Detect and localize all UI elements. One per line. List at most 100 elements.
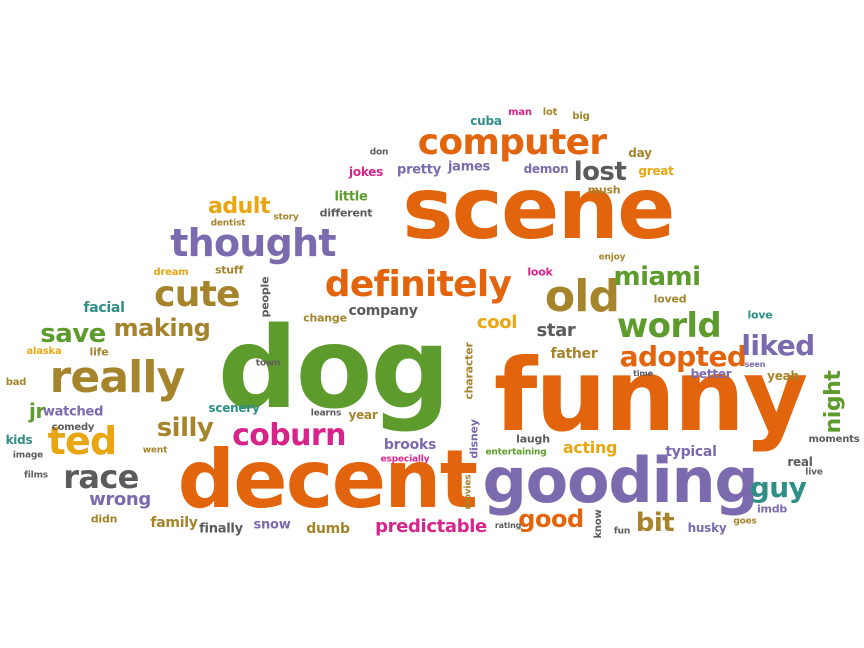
word-laugh: laugh xyxy=(516,432,550,446)
word-movies: movies xyxy=(463,474,474,510)
word-especially: especially xyxy=(380,454,430,465)
word-yeah: yeah xyxy=(767,369,799,383)
word-miami: miami xyxy=(613,262,701,292)
word-lot: lot xyxy=(542,107,558,118)
word-entertaining: entertaining xyxy=(485,447,547,458)
word-comedy: comedy xyxy=(51,422,95,433)
word-mush: mush xyxy=(587,183,621,197)
word-went: went xyxy=(142,445,168,456)
word-life: life xyxy=(89,345,109,359)
word-company: company xyxy=(348,303,418,319)
word-dentist: dentist xyxy=(210,218,246,229)
word-facial: facial xyxy=(83,300,125,316)
word-coburn: coburn xyxy=(232,418,346,453)
word-character: character xyxy=(462,342,476,400)
word-silly: silly xyxy=(156,413,214,443)
word-acting: acting xyxy=(562,438,618,457)
word-enjoy: enjoy xyxy=(598,252,626,263)
word-bit: bit xyxy=(635,508,675,538)
word-james: james xyxy=(447,159,491,175)
word-cool: cool xyxy=(476,312,518,333)
word-rating: rating xyxy=(494,521,522,530)
word-demon: demon xyxy=(523,162,569,176)
word-definitely: definitely xyxy=(324,264,512,305)
word-fun: fun xyxy=(613,526,631,537)
word-finally: finally xyxy=(199,521,243,537)
word-bad: bad xyxy=(5,377,27,388)
word-jr: jr xyxy=(29,399,45,423)
word-great: great xyxy=(638,164,674,178)
word-seen: seen xyxy=(744,360,766,369)
word-liked: liked xyxy=(741,329,815,362)
word-computer: computer xyxy=(417,122,607,163)
word-scenery: scenery xyxy=(208,401,260,415)
word-live: live xyxy=(805,467,823,478)
word-good: good xyxy=(518,505,584,533)
word-real: real xyxy=(787,455,813,469)
word-town: town xyxy=(255,358,281,369)
word-cute: cute xyxy=(154,274,240,315)
word-alaska: alaska xyxy=(26,346,62,357)
word-gooding: gooding xyxy=(482,444,758,517)
word-brooks: brooks xyxy=(383,437,437,453)
word-change: change xyxy=(303,311,347,325)
word-man: man xyxy=(508,107,532,118)
word-lost: lost xyxy=(573,157,627,187)
word-snow: snow xyxy=(253,517,291,533)
word-films: films xyxy=(24,470,48,481)
word-didn: didn xyxy=(90,512,118,526)
word-predictable: predictable xyxy=(375,516,487,537)
word-guy: guy xyxy=(749,471,807,504)
word-thought: thought xyxy=(170,221,336,265)
word-learns: learns xyxy=(310,408,342,419)
word-family: family xyxy=(150,515,198,531)
word-people: people xyxy=(258,276,272,318)
word-moments: moments xyxy=(808,434,860,445)
word-day: day xyxy=(628,146,652,160)
word-don: don xyxy=(369,147,389,158)
word-big: big xyxy=(572,111,590,122)
word-pretty: pretty xyxy=(397,162,441,178)
word-adopted: adopted xyxy=(619,340,747,373)
word-really: really xyxy=(49,352,186,403)
word-husky: husky xyxy=(687,521,727,535)
word-year: year xyxy=(348,408,378,422)
word-story: story xyxy=(273,212,299,223)
word-scene: scene xyxy=(402,159,675,259)
word-dream: dream xyxy=(153,267,189,278)
word-know: know xyxy=(593,509,604,539)
word-cuba: cuba xyxy=(470,114,502,128)
word-love: love xyxy=(747,308,773,322)
word-look: look xyxy=(527,265,553,279)
word-time: time xyxy=(633,369,653,378)
word-world: world xyxy=(616,306,722,346)
word-stuff: stuff xyxy=(214,263,244,277)
word-loved: loved xyxy=(653,292,687,306)
word-old: old xyxy=(544,271,620,322)
word-typical: typical xyxy=(665,444,717,460)
word-goes: goes xyxy=(733,516,757,527)
word-funny: funny xyxy=(493,337,808,454)
word-making: making xyxy=(113,314,211,342)
word-night: night xyxy=(821,370,846,434)
word-adult: adult xyxy=(207,194,271,219)
word-disney: disney xyxy=(467,419,481,459)
word-father: father xyxy=(550,346,598,362)
word-dog: dog xyxy=(217,304,451,434)
word-watched: watched xyxy=(42,404,104,420)
word-better: better xyxy=(690,367,732,381)
word-save: save xyxy=(40,319,106,349)
word-wrong: wrong xyxy=(89,489,151,510)
word-decent: decent xyxy=(177,433,478,526)
word-little: little xyxy=(334,189,368,205)
word-dumb: dumb xyxy=(306,521,350,537)
word-star: star xyxy=(536,320,576,341)
word-kids: kids xyxy=(5,433,33,447)
word-image: image xyxy=(12,450,44,461)
word-different: different xyxy=(319,206,373,220)
word-race: race xyxy=(63,458,139,496)
word-jokes: jokes xyxy=(348,165,384,179)
word-ted: ted xyxy=(47,419,118,463)
word-imdb: imdb xyxy=(756,502,788,516)
